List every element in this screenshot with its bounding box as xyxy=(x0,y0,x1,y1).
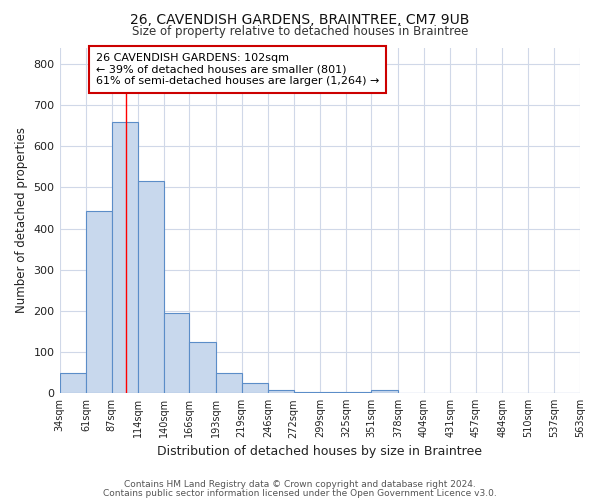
Bar xyxy=(216,372,242,393)
Bar xyxy=(86,211,112,393)
Bar xyxy=(242,383,268,393)
Bar xyxy=(371,390,398,393)
Bar xyxy=(138,182,164,393)
Bar xyxy=(59,374,86,393)
Bar xyxy=(320,392,346,393)
X-axis label: Distribution of detached houses by size in Braintree: Distribution of detached houses by size … xyxy=(157,444,482,458)
Y-axis label: Number of detached properties: Number of detached properties xyxy=(15,128,28,314)
Bar xyxy=(190,342,216,393)
Bar xyxy=(112,122,138,393)
Bar xyxy=(346,392,371,393)
Text: Contains HM Land Registry data © Crown copyright and database right 2024.: Contains HM Land Registry data © Crown c… xyxy=(124,480,476,489)
Bar xyxy=(268,390,293,393)
Text: 26, CAVENDISH GARDENS, BRAINTREE, CM7 9UB: 26, CAVENDISH GARDENS, BRAINTREE, CM7 9U… xyxy=(130,12,470,26)
Text: Size of property relative to detached houses in Braintree: Size of property relative to detached ho… xyxy=(132,25,468,38)
Text: 26 CAVENDISH GARDENS: 102sqm
← 39% of detached houses are smaller (801)
61% of s: 26 CAVENDISH GARDENS: 102sqm ← 39% of de… xyxy=(96,52,379,86)
Text: Contains public sector information licensed under the Open Government Licence v3: Contains public sector information licen… xyxy=(103,488,497,498)
Bar xyxy=(164,313,190,393)
Bar xyxy=(293,392,320,393)
